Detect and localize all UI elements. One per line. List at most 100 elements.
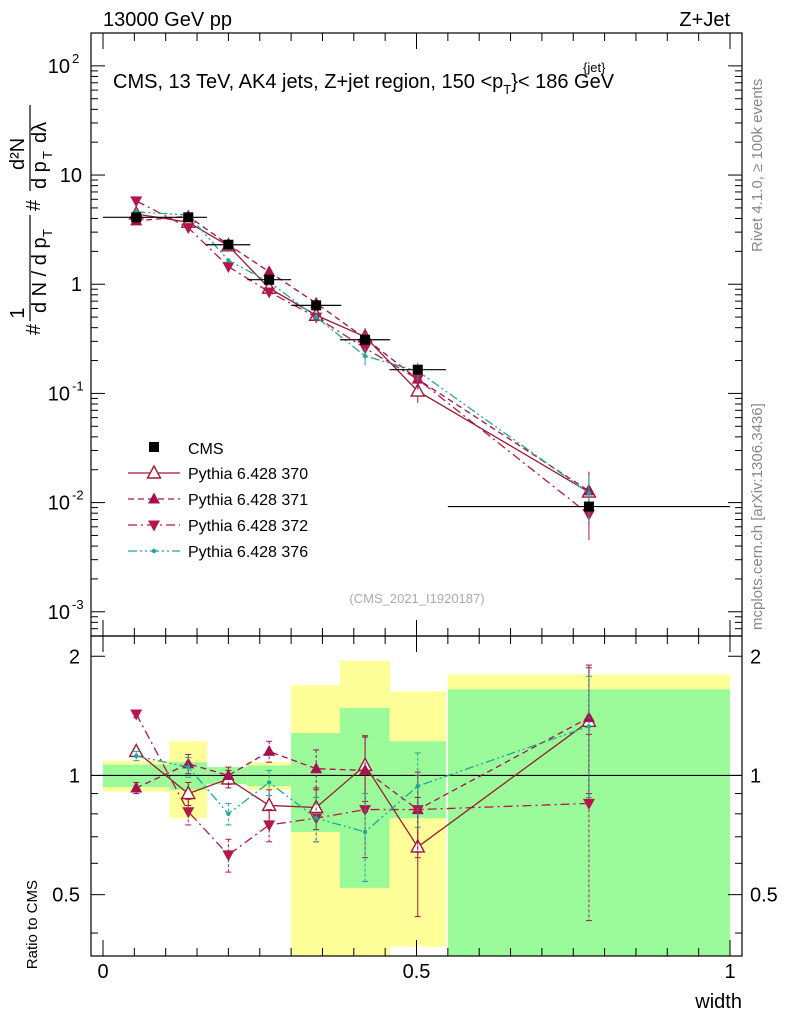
y-tick-label-ratio-0: 0.5	[52, 885, 80, 907]
top-point-3-2	[226, 258, 231, 263]
ratio-point-2-2	[222, 850, 235, 862]
y-tick-label-top-1: 10	[48, 493, 70, 515]
y-tick-label-ratio-2: 2	[69, 646, 80, 668]
y-tick-label-exp-top-2: -1	[72, 378, 84, 393]
plot-title-tail: }< 186 GeV	[511, 71, 615, 93]
top-line-2	[135, 200, 590, 515]
legend-label-data: CMS	[188, 441, 224, 458]
plot-title-sub: T	[503, 82, 511, 97]
data-point-2	[223, 239, 234, 250]
legend-marker-data	[149, 442, 159, 452]
data-point-7	[583, 501, 594, 512]
ratio-point-3-7	[586, 724, 592, 729]
ratio-point-3-6	[415, 783, 420, 789]
plot-title-sup: {jet}	[583, 60, 606, 75]
ratio-point-1-0	[130, 781, 143, 793]
y-tick-label-exp-top-1: -2	[72, 488, 84, 503]
svg-text:#: #	[23, 199, 45, 211]
ratio-point-3-5	[362, 829, 368, 835]
side-note-mcplots: mcplots.cern.ch [arXiv:1306.3436]	[749, 403, 766, 630]
plot-title-main: CMS, 13 TeV, AK4 jets, Z+jet region, 150…	[113, 71, 503, 93]
y-tick-label-ratio-right-0: 0.5	[750, 885, 778, 907]
ratio-point-1-4	[310, 762, 323, 774]
x-tick-label-0: 0	[97, 961, 108, 983]
svg-text:1: 1	[7, 307, 29, 318]
legend-label-0: Pythia 6.428 370	[188, 466, 308, 483]
ratio-point-2-7	[582, 798, 595, 810]
y-tick-label-exp-top-5: 2	[72, 51, 79, 66]
ratio-point-3-3	[266, 780, 272, 785]
top-point-3-7	[586, 490, 592, 496]
ratio-point-3-0	[134, 753, 139, 759]
y-tick-label-top-2: 10	[48, 383, 70, 405]
ratio-point-0-3	[261, 796, 277, 812]
svg-text:T: T	[40, 151, 55, 159]
legend-label-2: Pythia 6.428 372	[188, 518, 308, 535]
data-point-3	[264, 274, 275, 285]
ratio-point-3-1	[186, 764, 191, 770]
data-point-1	[183, 212, 194, 223]
legend-marker-2	[148, 520, 160, 532]
ratio-line-3	[136, 725, 590, 833]
top-point-3-4	[313, 314, 319, 320]
x-tick-label-2: 1	[724, 961, 735, 983]
svg-text:d p: d p	[29, 161, 51, 189]
top-point-3-5	[362, 353, 368, 359]
top-point-2-3	[263, 287, 276, 299]
svg-text:d N / d p: d N / d p	[29, 237, 51, 313]
ratio-point-3-2	[226, 811, 231, 817]
svg-text:d²N: d²N	[7, 138, 29, 170]
side-note-rivet: Rivet 4.1.0, ≥ 100k events	[749, 79, 766, 252]
top-point-2-1	[182, 223, 195, 235]
ratio-point-1-3	[263, 744, 276, 756]
y-tick-label-top-5: 10	[48, 56, 70, 78]
top-point-2-0	[130, 196, 143, 208]
svg-text:#: #	[23, 323, 45, 335]
y-tick-label-ratio-right-2: 2	[750, 646, 761, 668]
top-point-1-3	[263, 265, 276, 277]
x-axis-label: width	[694, 991, 742, 1013]
y-tick-label-ratio-1: 1	[69, 765, 80, 787]
plot-title: CMS, 13 TeV, AK4 jets, Z+jet region, 150…	[113, 71, 615, 97]
legend-label-1: Pythia 6.428 371	[188, 492, 308, 509]
legend: CMS Pythia 6.428 370 Pythia 6.428 371 Pythi…	[128, 441, 308, 561]
ratio-point-0-1	[180, 785, 196, 800]
data-points-layer	[103, 212, 730, 512]
ratio-point-2-0	[130, 709, 143, 721]
ratio-point-1-2	[222, 768, 235, 780]
y-axis-label-top: # 1 d N / d p T # d²N d p T dλ	[7, 105, 55, 335]
ratio-series-layer	[128, 664, 597, 922]
ratio-line-0	[135, 720, 590, 848]
x-tick-label-1: 0.5	[403, 961, 431, 983]
data-point-6	[412, 364, 423, 375]
y-tick-label-top-0: 10	[48, 602, 70, 624]
header-left: 13000 GeV pp	[103, 9, 232, 31]
top-point-2-2	[222, 262, 235, 274]
ratio-line-2	[135, 713, 589, 856]
legend-marker-1	[148, 492, 160, 504]
data-point-0	[131, 212, 142, 223]
svg-text:T: T	[40, 229, 55, 237]
y-tick-label-top-3: 1	[71, 274, 82, 296]
y-axis-label-ratio: Ratio to CMS	[24, 880, 41, 969]
y-tick-label-top-4: 10	[60, 165, 82, 187]
y-tick-label-ratio-right-1: 1	[750, 765, 761, 787]
top-line-1	[136, 215, 590, 492]
legend-label-3: Pythia 6.428 376	[188, 544, 308, 561]
top-line-3	[136, 211, 590, 494]
y-tick-label-exp-top-0: -3	[72, 597, 84, 612]
svg-text:dλ: dλ	[29, 122, 51, 143]
ratio-point-2-1	[182, 807, 195, 819]
top-point-0-6	[410, 382, 426, 397]
top-series-layer	[128, 196, 597, 541]
data-point-4	[311, 300, 322, 311]
watermark: (CMS_2021_I1920187)	[349, 591, 484, 606]
ratio-point-3-4	[313, 815, 319, 821]
header-right: Z+Jet	[679, 9, 730, 31]
legend-marker-3	[151, 548, 157, 554]
ratio-point-2-3	[263, 820, 276, 832]
data-point-5	[360, 334, 371, 345]
ratio-line-1	[135, 717, 590, 811]
